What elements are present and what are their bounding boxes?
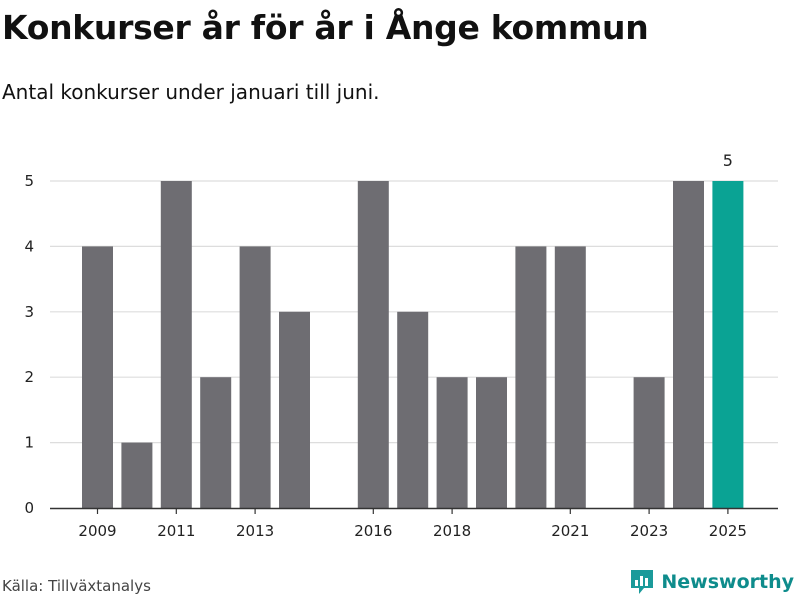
y-tick-label: 5 [24,172,34,190]
x-tick-label: 2011 [157,522,195,540]
bar-2012 [200,377,232,508]
bar-2010 [121,442,153,508]
chart-title: Konkurser år för år i Ånge kommun [2,8,649,47]
bar-2019 [476,377,507,508]
bar-2018 [436,377,468,508]
bar-2023 [633,377,665,508]
y-tick-label: 0 [24,499,34,517]
bar-2021 [554,246,586,508]
y-tick-label: 2 [24,368,34,386]
bar-2017 [397,311,429,508]
x-tick-label: 2025 [709,522,747,540]
bar-2020 [515,246,547,508]
bar-2011 [160,181,192,508]
bar-2025 [712,181,744,508]
y-tick-label: 4 [24,237,34,255]
source-note: Källa: Tillväxtanalys [2,577,151,595]
y-tick-label: 1 [24,434,34,452]
bar-2016 [357,181,389,508]
bar-2024 [673,181,704,508]
chart-subtitle: Antal konkurser under januari till juni. [2,80,380,104]
x-tick-label: 2016 [354,522,392,540]
data-label: 5 [723,151,733,170]
brand-logo: Newsworthy [629,568,794,596]
y-tick-label: 3 [24,303,34,321]
newsworthy-logo-icon [631,570,654,594]
x-tick-label: 2023 [630,522,668,540]
x-tick-label: 2013 [236,522,274,540]
x-tick-label: 2009 [78,522,116,540]
bar-2013 [239,246,271,508]
bar-2009 [82,246,113,508]
bar-2014 [279,311,310,508]
x-tick-label: 2021 [551,522,589,540]
x-tick-label: 2018 [433,522,471,540]
brand-name: Newsworthy [661,571,794,593]
